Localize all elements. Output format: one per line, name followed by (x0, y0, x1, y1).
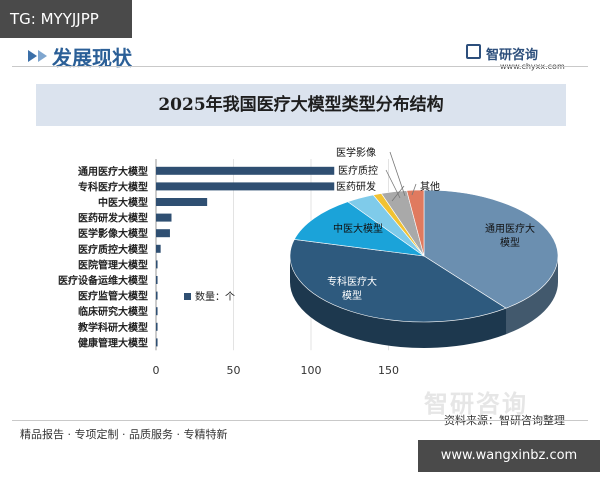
bottom-tag: www.wangxinbz.com (418, 440, 600, 472)
x-tick-label: 100 (301, 364, 322, 377)
leader-line (389, 151, 406, 197)
bar (156, 291, 158, 300)
category-label: 医院管理大模型 (78, 258, 148, 271)
bar (156, 198, 208, 206)
pie-label: 其他 (420, 180, 440, 193)
header-arrow-icon (38, 50, 47, 62)
pie-label: 模型 (342, 289, 362, 302)
category-label: 医疗设备运维大模型 (58, 274, 148, 287)
pie-label: 医疗质控 (338, 164, 378, 177)
bar (156, 307, 158, 316)
category-label: 医药研发大模型 (78, 212, 148, 225)
category-label: 教学科研大模型 (77, 321, 148, 334)
pie-slice (406, 189, 425, 257)
legend-swatch (184, 293, 191, 300)
footer-divider (12, 420, 588, 421)
brand-name: 智研咨询 (486, 48, 539, 63)
category-label: 临床研究大模型 (78, 305, 148, 318)
header-arrow-icon (28, 50, 37, 62)
pie-slice (289, 239, 507, 323)
legend-label: 数量：个 (195, 290, 235, 303)
bar (156, 322, 158, 331)
bar (156, 166, 335, 175)
leader-line (411, 183, 417, 196)
pie-label: 模型 (500, 236, 520, 249)
brand-logo-icon (466, 44, 481, 59)
category-label: 医学影像大模型 (78, 227, 148, 240)
category-label: 专科医疗大模型 (78, 180, 148, 193)
pie-slice (293, 201, 425, 257)
x-tick-label: 50 (227, 364, 241, 377)
category-label: 医疗质控大模型 (78, 243, 148, 256)
footer-text: 精品报告 · 专项定制 · 品质服务 · 专精特新 (20, 428, 228, 441)
x-tick-label: 0 (153, 364, 160, 377)
pie-label: 医药研发 (336, 180, 376, 193)
bar (156, 229, 170, 238)
pie-slice (423, 189, 559, 309)
pie-label: 通用医疗大 (485, 222, 535, 235)
chart-title-bar (36, 84, 566, 126)
pie-label: 医学影像 (336, 146, 376, 159)
pie-side (290, 256, 507, 349)
header-divider (12, 66, 588, 67)
bar (156, 260, 158, 269)
leader-line (385, 169, 401, 199)
top-tag: TG: MYYJJPP (0, 0, 132, 38)
bar (156, 276, 158, 284)
bar (156, 338, 158, 347)
chart-title: 2025年我国医疗大模型类型分布结构 (158, 95, 444, 115)
pie-label: 专科医疗大 (327, 275, 377, 288)
watermark: 智研咨询 (424, 390, 528, 418)
category-label: 医疗监管大模型 (78, 290, 148, 303)
x-tick-label: 150 (378, 364, 399, 377)
pie-label: 中医大模型 (333, 222, 383, 235)
category-label: 中医大模型 (98, 196, 148, 209)
bar (156, 213, 172, 222)
category-label: 健康管理大模型 (78, 336, 148, 349)
bar (156, 182, 335, 191)
category-label: 通用医疗大模型 (78, 165, 148, 178)
bar (156, 244, 161, 253)
